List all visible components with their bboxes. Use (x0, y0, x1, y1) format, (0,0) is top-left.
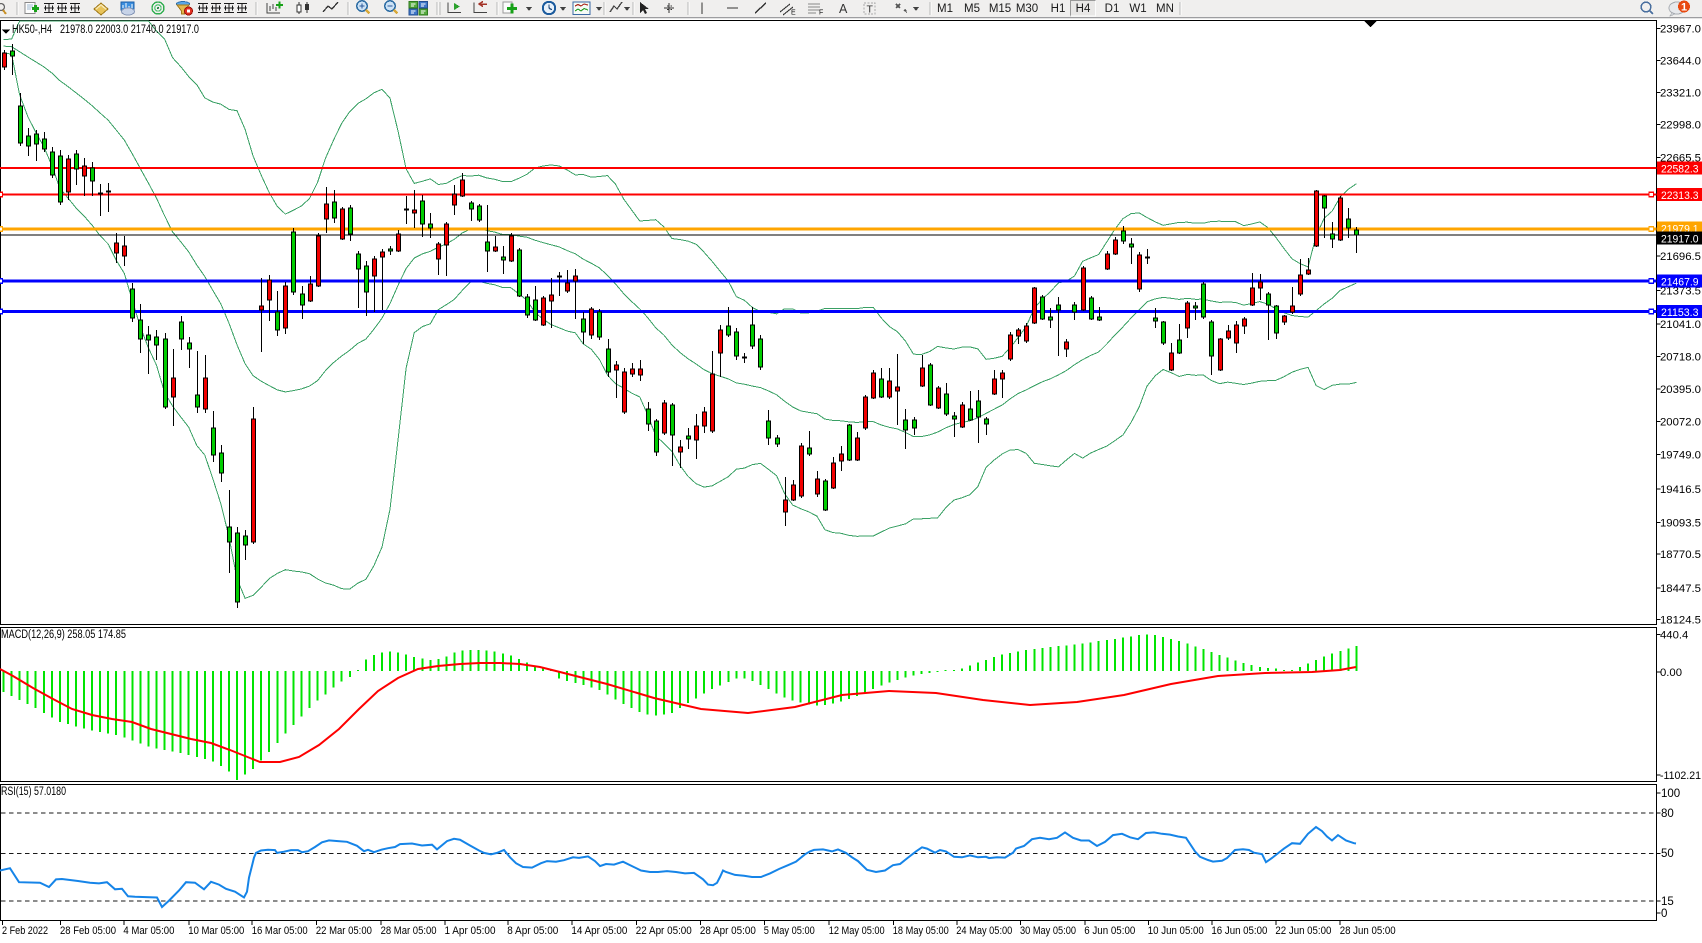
svg-text:21978.0 22003.0 21740.0 21917.: 21978.0 22003.0 21740.0 21917.0 (60, 24, 199, 36)
svg-text:50: 50 (1661, 848, 1674, 860)
svg-text:1 Apr 05:00: 1 Apr 05:00 (445, 925, 496, 937)
svg-text:28 Apr 05:00: 28 Apr 05:00 (700, 925, 756, 937)
svg-text:6 Jun 05:00: 6 Jun 05:00 (1084, 925, 1135, 937)
svg-text:18770.5: 18770.5 (1660, 549, 1701, 561)
svg-text:M30: M30 (1016, 3, 1038, 15)
svg-text:20718.0: 20718.0 (1660, 352, 1701, 364)
svg-text:H1: H1 (1051, 3, 1066, 15)
svg-text:14 Apr 05:00: 14 Apr 05:00 (571, 925, 627, 937)
svg-text:24 May 05:00: 24 May 05:00 (956, 925, 1012, 937)
svg-text:12 May 05:00: 12 May 05:00 (829, 925, 885, 937)
svg-text:18124.5: 18124.5 (1660, 615, 1701, 627)
svg-text:10 Jun 05:00: 10 Jun 05:00 (1148, 925, 1204, 937)
svg-text:2 Feb 2022: 2 Feb 2022 (2, 925, 48, 937)
svg-text:23321.0: 23321.0 (1660, 88, 1701, 100)
svg-text:HK50-,H4: HK50-,H4 (12, 24, 52, 36)
svg-text:28 Jun 05:00: 28 Jun 05:00 (1340, 925, 1396, 937)
svg-text:22665.5: 22665.5 (1660, 152, 1701, 164)
svg-text:20395.0: 20395.0 (1660, 384, 1701, 396)
svg-text:440.4: 440.4 (1660, 629, 1688, 641)
svg-text:RSI(15) 57.0180: RSI(15) 57.0180 (1, 786, 66, 798)
svg-text:22998.0: 22998.0 (1660, 120, 1701, 132)
svg-text:M5: M5 (964, 3, 980, 15)
svg-text:21041.0: 21041.0 (1660, 319, 1701, 331)
svg-text:16 Mar 05:00: 16 Mar 05:00 (252, 925, 308, 937)
svg-text:21153.3: 21153.3 (1661, 307, 1699, 319)
svg-text:5 May 05:00: 5 May 05:00 (764, 925, 815, 937)
svg-text:80: 80 (1661, 808, 1674, 820)
svg-text:D1: D1 (1105, 3, 1120, 15)
svg-text:MN: MN (1156, 3, 1174, 15)
svg-text:21467.9: 21467.9 (1661, 277, 1699, 289)
svg-text:22 Jun 05:00: 22 Jun 05:00 (1275, 925, 1331, 937)
svg-text:22 Apr 05:00: 22 Apr 05:00 (636, 925, 692, 937)
svg-text:10 Mar 05:00: 10 Mar 05:00 (188, 925, 244, 937)
svg-text:22582.3: 22582.3 (1661, 164, 1699, 176)
svg-text:20072.0: 20072.0 (1660, 417, 1701, 429)
svg-text:16 Jun 05:00: 16 Jun 05:00 (1211, 925, 1267, 937)
svg-text:1: 1 (1681, 2, 1687, 14)
svg-text:100: 100 (1661, 788, 1680, 800)
svg-text:21696.5: 21696.5 (1660, 251, 1701, 263)
svg-text:23644.0: 23644.0 (1660, 56, 1701, 68)
svg-text:19416.5: 19416.5 (1660, 484, 1701, 496)
svg-text:-1102.21: -1102.21 (1660, 770, 1701, 782)
svg-text:8 Apr 05:00: 8 Apr 05:00 (507, 925, 558, 937)
svg-text:F: F (819, 10, 823, 17)
svg-text:28 Mar 05:00: 28 Mar 05:00 (381, 925, 437, 937)
svg-text:21917.0: 21917.0 (1661, 234, 1699, 246)
svg-text:E: E (791, 10, 796, 17)
svg-text:H4: H4 (1076, 3, 1091, 15)
svg-text:W1: W1 (1129, 3, 1146, 15)
svg-text:18 May 05:00: 18 May 05:00 (893, 925, 949, 937)
svg-text:22313.3: 22313.3 (1661, 190, 1699, 202)
svg-text:15: 15 (1661, 896, 1674, 908)
svg-text:M15: M15 (989, 3, 1011, 15)
svg-text:19749.0: 19749.0 (1660, 450, 1701, 462)
svg-text:0.00: 0.00 (1660, 667, 1682, 679)
svg-text:A: A (839, 2, 848, 16)
svg-text:30 May 05:00: 30 May 05:00 (1020, 925, 1076, 937)
svg-text:T: T (867, 4, 874, 16)
svg-text:22 Mar 05:00: 22 Mar 05:00 (316, 925, 372, 937)
svg-text:MACD(12,26,9) 258.05 174.85: MACD(12,26,9) 258.05 174.85 (1, 629, 126, 641)
svg-text:23967.0: 23967.0 (1660, 24, 1701, 36)
svg-text:4 Mar 05:00: 4 Mar 05:00 (123, 925, 174, 937)
svg-text:M1: M1 (937, 3, 953, 15)
svg-text:28 Feb 05:00: 28 Feb 05:00 (60, 925, 116, 937)
svg-text:18447.5: 18447.5 (1660, 583, 1701, 595)
svg-text:21373.5: 21373.5 (1660, 285, 1701, 297)
svg-text:0: 0 (1661, 908, 1667, 920)
svg-text:19093.5: 19093.5 (1660, 517, 1701, 529)
